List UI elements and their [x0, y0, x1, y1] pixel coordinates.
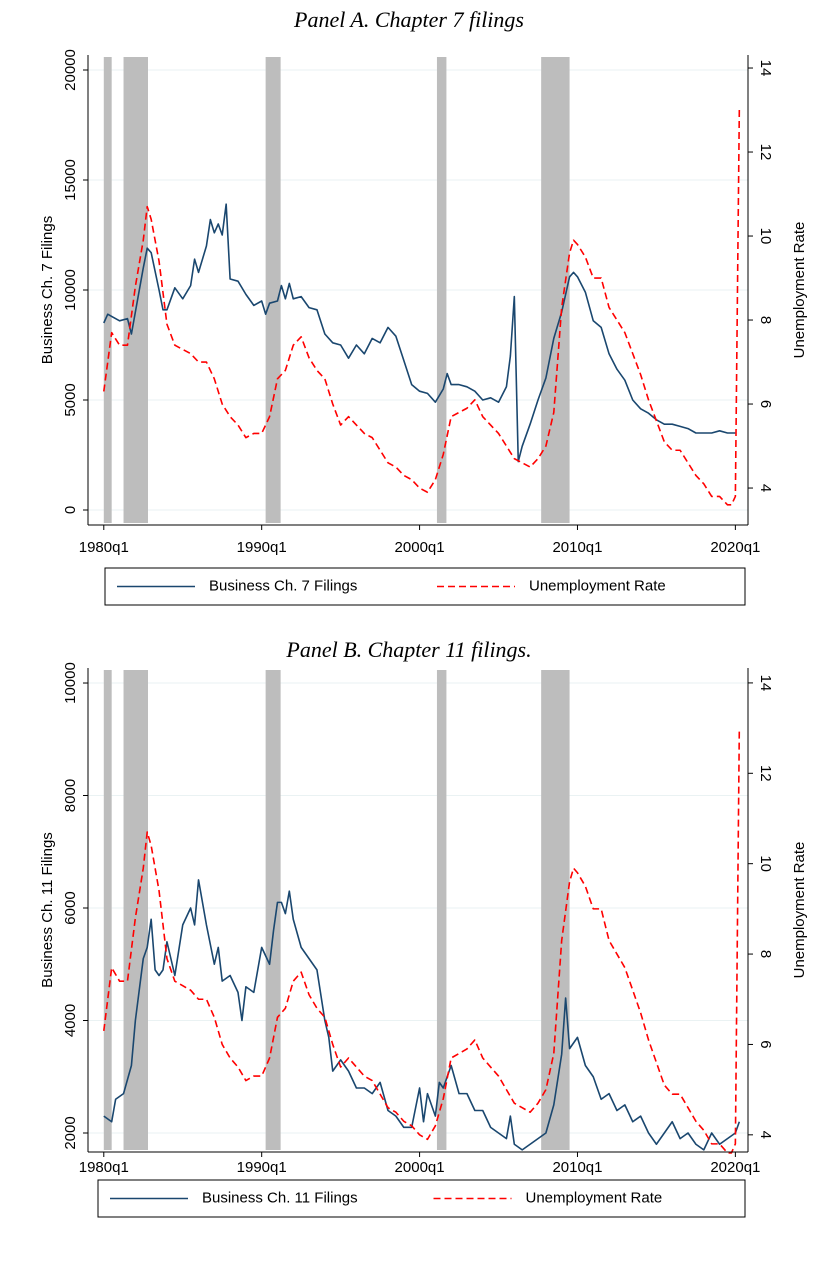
y-tick-label: 6000 — [62, 891, 79, 924]
y2-tick-label: 12 — [757, 765, 774, 782]
legend: Business Ch. 7 Filings Unemployment Rate — [104, 567, 746, 606]
legend-box — [104, 567, 746, 606]
x-tick-label: 2010q1 — [552, 1159, 602, 1176]
y-tick-label: 2000 — [62, 1116, 79, 1149]
series-line — [102, 728, 741, 1154]
series-line — [102, 110, 741, 506]
recession-shade — [103, 57, 112, 523]
panel-title: Panel B. Chapter 11 filings. — [285, 637, 531, 662]
x-tick-label: 2020q1 — [710, 539, 760, 556]
legend-box — [97, 1179, 746, 1218]
recession-shade — [436, 57, 447, 523]
y-axis-title: Business Ch. 11 Filings — [39, 832, 56, 988]
legend-label: Business Ch. 7 Filings — [209, 577, 357, 594]
y2-tick-label: 14 — [757, 60, 774, 77]
y-tick-label: 10000 — [62, 662, 79, 704]
y-axis-title: Business Ch. 7 Filings — [39, 216, 56, 364]
recession-shade — [436, 670, 447, 1150]
y2-tick-label: 4 — [757, 484, 774, 492]
y2-tick-label: 14 — [757, 675, 774, 692]
y2-tick-label: 6 — [757, 1040, 774, 1048]
y2-tick-label: 8 — [757, 316, 774, 324]
chart-panel: Panel A. Chapter 7 filings 0 5000 10000 1500… — [39, 7, 808, 606]
y2-axis-title: Unemployment Rate — [791, 842, 808, 979]
y-tick-label: 20000 — [62, 49, 79, 91]
chart-panel: Panel B. Chapter 11 filings. 2000 4000 6000… — [39, 637, 808, 1218]
y-tick-label: 4000 — [62, 1004, 79, 1037]
y2-tick-label: 4 — [757, 1131, 774, 1139]
x-tick-label: 2010q1 — [552, 539, 602, 556]
y2-tick-label: 12 — [757, 144, 774, 161]
x-tick-label: 1990q1 — [237, 1159, 287, 1176]
panel-title: Panel A. Chapter 7 filings — [293, 7, 524, 32]
y-tick-label: 10000 — [62, 269, 79, 311]
legend-label: Unemployment Rate — [529, 577, 666, 594]
legend: Business Ch. 11 Filings Unemployment Rate — [97, 1179, 746, 1218]
x-tick-label: 2000q1 — [395, 1159, 445, 1176]
y2-tick-label: 6 — [757, 400, 774, 408]
recession-shade — [123, 670, 148, 1150]
y-tick-label: 8000 — [62, 779, 79, 812]
legend-label: Business Ch. 11 Filings — [202, 1189, 358, 1206]
y-tick-label: 15000 — [62, 159, 79, 201]
recession-shade — [123, 57, 148, 523]
series-line — [103, 879, 741, 1151]
x-tick-label: 1990q1 — [237, 539, 287, 556]
y2-axis-title: Unemployment Rate — [791, 222, 808, 359]
recession-shade — [103, 670, 112, 1150]
x-tick-label: 1980q1 — [79, 539, 129, 556]
recession-shade — [541, 57, 570, 523]
legend-label: Unemployment Rate — [526, 1189, 663, 1206]
y2-tick-label: 8 — [757, 950, 774, 958]
recession-shade — [265, 57, 281, 523]
y2-tick-label: 10 — [757, 855, 774, 872]
y-tick-label: 5000 — [62, 383, 79, 416]
series-line — [103, 203, 736, 463]
x-tick-label: 2020q1 — [710, 1159, 760, 1176]
x-tick-label: 1980q1 — [79, 1159, 129, 1176]
y2-tick-label: 10 — [757, 228, 774, 245]
recession-shade — [265, 670, 281, 1150]
x-tick-label: 2000q1 — [395, 539, 445, 556]
plot-area — [88, 668, 748, 1152]
recession-shade — [541, 670, 570, 1150]
y-tick-label: 0 — [62, 506, 79, 514]
